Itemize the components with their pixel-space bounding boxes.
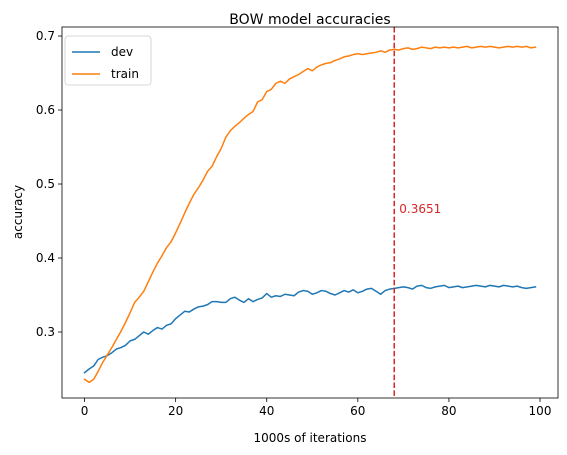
x-axis-label: 1000s of iterations <box>254 431 367 445</box>
x-tick-label: 0 <box>81 404 89 418</box>
x-tick-label: 60 <box>350 404 365 418</box>
x-tick-label: 20 <box>168 404 183 418</box>
threshold-line-group: 0.3651 <box>393 27 441 398</box>
legend-label-dev: dev <box>111 45 133 59</box>
series-lines <box>83 45 537 384</box>
x-tick-label: 40 <box>259 404 274 418</box>
y-tick-label: 0.3 <box>36 325 55 339</box>
y-axis-label: accuracy <box>11 185 25 239</box>
series-line-train <box>83 45 537 384</box>
plot-frame <box>61 26 559 399</box>
threshold-label: 0.3651 <box>399 202 441 216</box>
legend-box <box>64 35 152 86</box>
series-line-dev <box>83 284 537 374</box>
chart-title: BOW model accuracies <box>229 12 390 28</box>
x-tick-label: 100 <box>529 404 552 418</box>
y-axis-ticks: 0.3 0.4 0.5 0.6 0.7 <box>36 29 62 339</box>
y-tick-label: 0.5 <box>36 177 55 191</box>
legend-label-train: train <box>111 67 139 81</box>
x-tick-label: 80 <box>441 404 456 418</box>
y-tick-label: 0.4 <box>36 251 55 265</box>
plot-area <box>62 27 558 398</box>
y-tick-label: 0.7 <box>36 29 55 43</box>
x-axis-ticks: 0 20 40 60 80 100 <box>81 398 552 418</box>
legend: dev train <box>64 35 152 86</box>
y-tick-label: 0.6 <box>36 103 55 117</box>
